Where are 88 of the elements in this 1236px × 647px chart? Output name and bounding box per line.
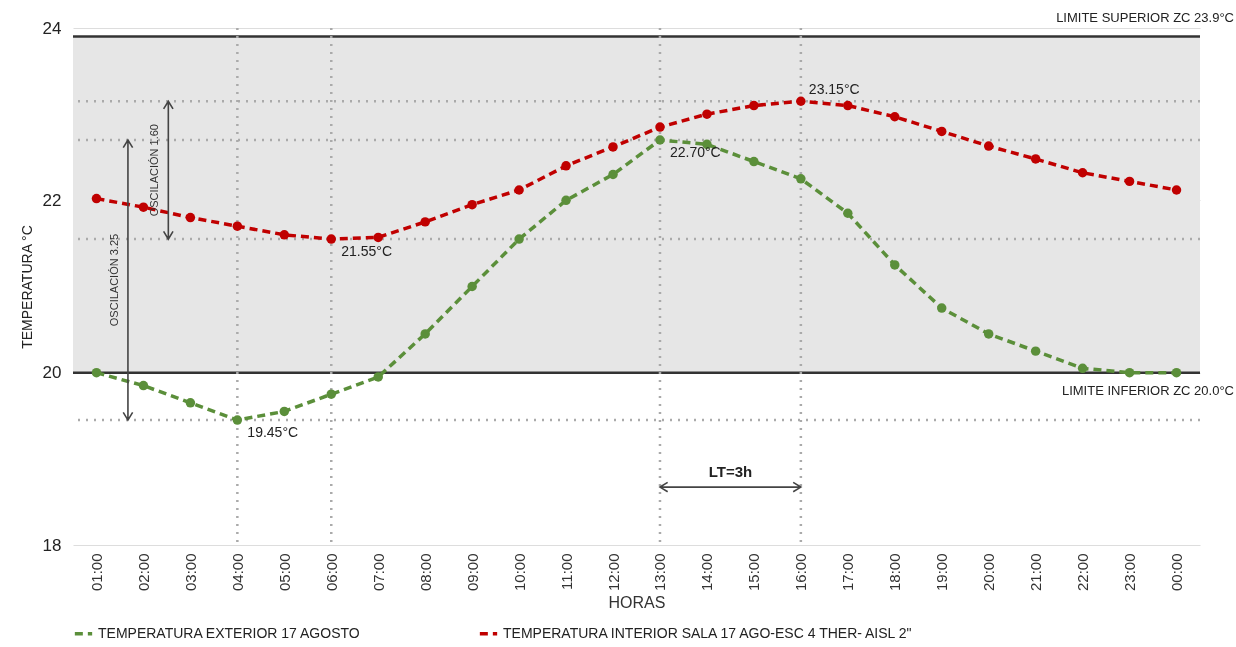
point	[373, 232, 383, 243]
point	[326, 389, 337, 399]
point	[561, 195, 571, 206]
point	[514, 234, 524, 244]
x-tick-label: 10:00	[510, 553, 528, 592]
point	[608, 169, 618, 180]
point	[373, 372, 383, 382]
annotation: OSCILACIÓN 1.60	[148, 124, 161, 217]
annotation: 19.45°C	[247, 424, 299, 441]
point	[1030, 154, 1041, 164]
point	[185, 398, 196, 408]
point	[420, 217, 430, 227]
x-tick-label: 15:00	[745, 553, 763, 592]
point	[983, 329, 994, 339]
point	[655, 135, 665, 145]
point	[91, 367, 102, 378]
point	[796, 96, 806, 106]
x-tick-label: 22:00	[1074, 553, 1092, 592]
point	[749, 156, 759, 167]
point	[936, 303, 947, 313]
ref-line-label: LIMITE INFERIOR ZC 20.0°C	[1061, 382, 1234, 398]
annotation: 22.70°C	[669, 144, 721, 161]
y-tick-label: 24	[42, 18, 62, 38]
x-tick-label: 14:00	[698, 553, 716, 592]
point	[655, 122, 665, 132]
point	[1077, 168, 1088, 178]
point	[1124, 176, 1135, 187]
point	[796, 174, 806, 184]
point	[467, 199, 477, 210]
point	[702, 109, 712, 119]
point	[843, 208, 853, 218]
x-tick-label: 03:00	[181, 553, 199, 592]
point	[1030, 346, 1041, 356]
x-tick-label: 00:00	[1168, 553, 1186, 592]
point	[279, 230, 290, 240]
ref-line-label: LIMITE SUPERIOR ZC 23.9°C	[1056, 9, 1234, 25]
x-tick-label: 18:00	[886, 553, 904, 592]
point	[232, 221, 243, 231]
x-tick-label: 02:00	[134, 553, 152, 592]
annotation: 21.55°C	[341, 243, 393, 260]
x-tick-label: 23:00	[1121, 553, 1139, 592]
x-tick-label: 21:00	[1027, 553, 1045, 592]
y-axis-title: TEMPERATURA °C	[18, 225, 35, 349]
point	[1077, 363, 1088, 374]
legend-label: TEMPERATURA EXTERIOR 17 AGOSTO	[98, 624, 360, 641]
point	[936, 126, 947, 137]
legend-label: TEMPERATURA INTERIOR SALA 17 AGO-ESC 4 THER- AISL 2"	[503, 624, 912, 641]
x-tick-label: 17:00	[839, 553, 857, 592]
x-tick-label: 19:00	[933, 553, 951, 592]
point	[232, 415, 243, 425]
point	[890, 260, 900, 270]
point	[561, 161, 571, 171]
point	[420, 329, 430, 339]
point	[983, 141, 994, 151]
annotation: OSCILACIÓN 3.25	[107, 233, 120, 327]
x-tick-label: 12:00	[604, 553, 622, 592]
annotation: LT=3h	[708, 463, 753, 481]
x-tick-label: 20:00	[980, 553, 998, 592]
point	[749, 100, 759, 111]
point	[138, 380, 149, 391]
point	[467, 281, 477, 292]
x-tick-label: 06:00	[322, 553, 340, 592]
x-tick-label: 07:00	[369, 553, 387, 592]
x-tick-label: 13:00	[651, 553, 669, 592]
point	[1171, 185, 1182, 195]
annotation: 23.15°C	[808, 81, 860, 98]
point	[138, 202, 149, 212]
x-tick-label: 11:00	[557, 553, 575, 590]
point	[91, 193, 102, 204]
x-tick-label: 09:00	[463, 553, 481, 592]
point	[514, 185, 524, 195]
x-tick-label: 05:00	[275, 553, 293, 592]
y-tick-label: 18	[42, 535, 62, 555]
point	[843, 100, 853, 111]
point	[890, 112, 900, 122]
point	[185, 212, 196, 223]
x-tick-label: 01:00	[87, 553, 105, 592]
y-tick-label: 20	[42, 363, 62, 383]
point	[326, 234, 337, 244]
y-tick-label: 22	[42, 190, 62, 210]
point	[279, 406, 290, 417]
point	[1171, 367, 1182, 378]
x-axis-title: HORAS	[608, 594, 666, 612]
point	[1124, 367, 1135, 378]
point	[608, 142, 618, 152]
x-tick-label: 16:00	[792, 553, 810, 592]
x-tick-label: 08:00	[416, 553, 434, 592]
x-tick-label: 04:00	[228, 553, 246, 592]
